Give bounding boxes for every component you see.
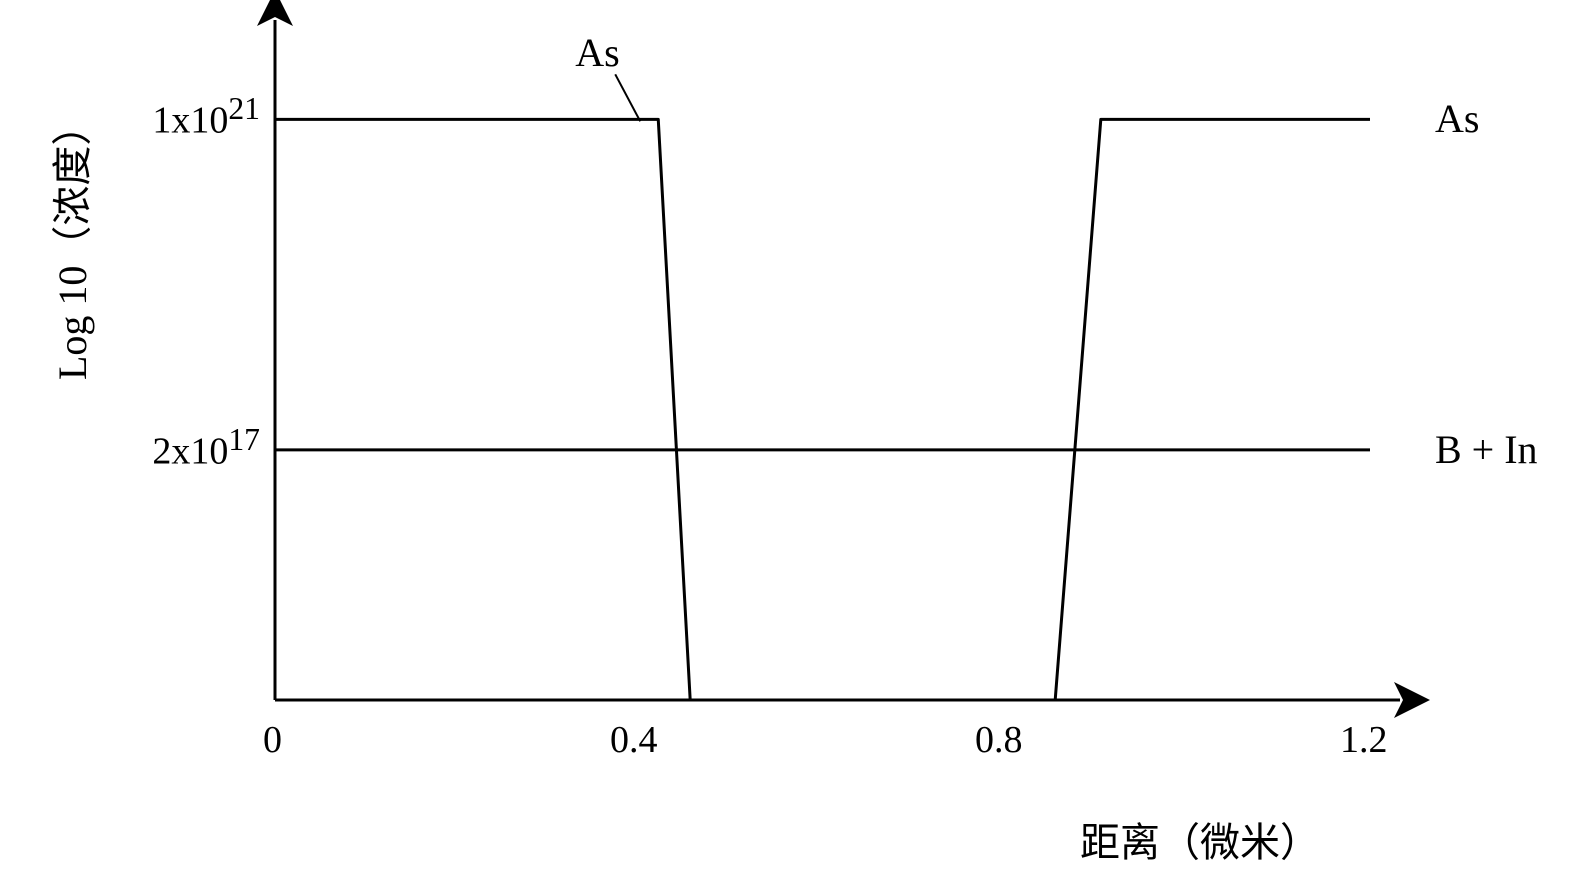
x-tick-label-3: 1.2 — [1340, 718, 1388, 762]
series-label-as-top: As — [575, 29, 619, 76]
y-axis-label: Log 10（浓度） — [40, 106, 98, 380]
x-tick-label-1: 0.4 — [610, 718, 658, 762]
series-label-bin-right: B + In — [1435, 426, 1538, 473]
chart-container: Log 10（浓度） 距离（微米） 1x1021 2x1017 0 0.4 0.… — [0, 0, 1579, 871]
x-tick-label-2: 0.8 — [975, 718, 1023, 762]
y-tick-label-1: 2x1017 — [152, 422, 260, 474]
x-axis-label: 距离（微米） — [1080, 810, 1320, 868]
x-tick-label-0: 0 — [263, 718, 282, 762]
series-label-as-right: As — [1435, 95, 1479, 142]
y-tick-label-0: 1x1021 — [152, 91, 260, 143]
